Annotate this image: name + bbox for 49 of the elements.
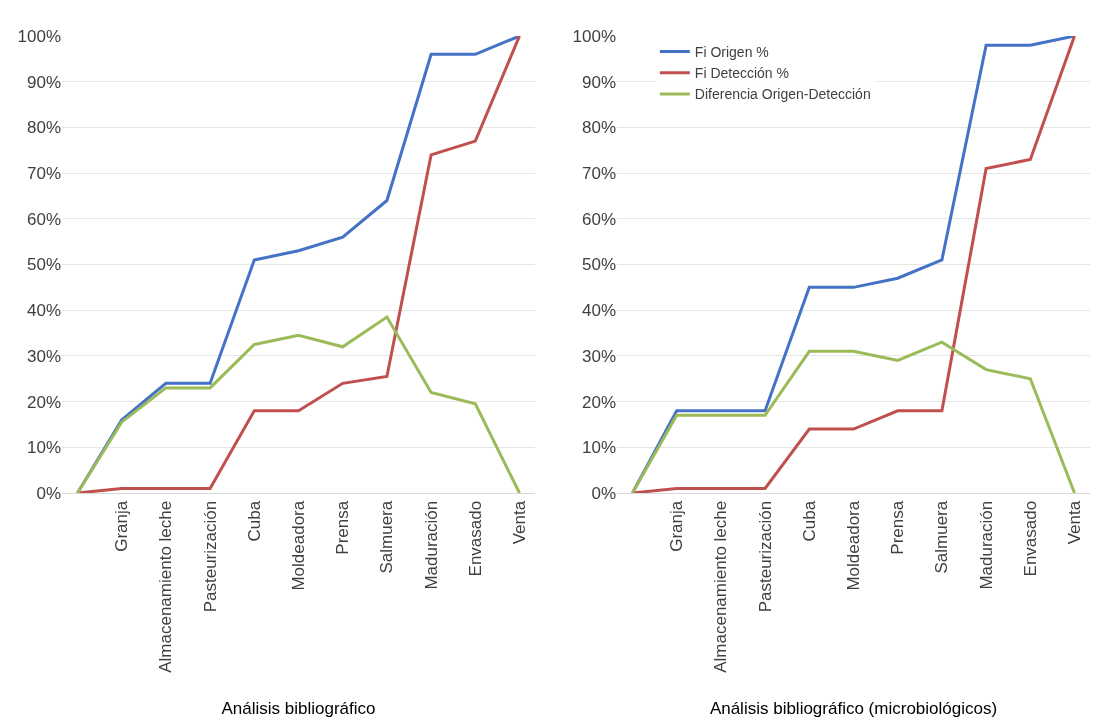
y-tick-label: 20%: [581, 392, 616, 412]
x-tick-label: Maduración: [421, 500, 441, 590]
x-tick-label: Almacenamiento leche: [711, 500, 731, 673]
x-tick-label: Granja: [112, 500, 132, 552]
x-tick-label: Salmuera: [377, 500, 397, 574]
y-tick-label: 60%: [26, 209, 61, 229]
y-tick-label: 0%: [36, 483, 61, 503]
y-tick-label: 0%: [591, 483, 616, 503]
y-tick-label: 70%: [26, 164, 61, 184]
line-series: [75, 315, 522, 493]
x-tick-label: Prensa: [333, 500, 353, 555]
x-tick-label: Salmuera: [932, 500, 952, 574]
y-tick-label: 50%: [581, 255, 616, 275]
y-tick-label: 80%: [581, 118, 616, 138]
y-tick-label: 40%: [581, 301, 616, 321]
y-tick-label: 100%: [17, 26, 61, 46]
y-tick-label: 40%: [26, 301, 61, 321]
x-tick-label: Cuba: [244, 500, 264, 542]
y-tick-label: 70%: [581, 164, 616, 184]
legend-label: Fi Detección %: [694, 65, 789, 82]
y-tick-label: 90%: [26, 72, 61, 92]
y-tick-label: 80%: [26, 118, 61, 138]
x-tick-label: Maduración: [976, 500, 996, 590]
line-series: [630, 340, 1077, 493]
y-tick-label: 30%: [581, 346, 616, 366]
x-tick-label: Pasteurización: [755, 500, 775, 613]
x-tick-label: Cuba: [799, 500, 819, 542]
x-tick-label: Almacenamiento leche: [156, 500, 176, 673]
y-tick-label: 90%: [581, 72, 616, 92]
x-tick-label: Moldeadora: [844, 500, 864, 591]
x-tick-label: Venta: [510, 500, 530, 545]
y-tick-label: 30%: [26, 346, 61, 366]
x-tick-label: Moldeadora: [289, 500, 309, 591]
legend-label: Fi Origen %: [694, 44, 769, 61]
x-tick-label: Pasteurización: [200, 500, 220, 613]
legend-label: Diferencia Origen-Detección: [694, 86, 871, 103]
x-tick-label: Venta: [1065, 500, 1085, 545]
x-tick-label: Prensa: [888, 500, 908, 555]
y-tick-label: 10%: [581, 438, 616, 458]
x-axis-title: Análisis bibliográfico (microbiológicos): [709, 699, 998, 719]
x-tick-label: Granja: [667, 500, 687, 552]
y-tick-label: 50%: [26, 255, 61, 275]
x-axis-title: Análisis bibliográfico: [221, 699, 376, 719]
y-tick-label: 60%: [581, 209, 616, 229]
x-tick-label: Envasado: [465, 500, 485, 577]
y-tick-label: 20%: [26, 392, 61, 412]
y-tick-label: 10%: [26, 438, 61, 458]
y-tick-label: 100%: [572, 26, 616, 46]
x-tick-label: Envasado: [1020, 500, 1040, 577]
